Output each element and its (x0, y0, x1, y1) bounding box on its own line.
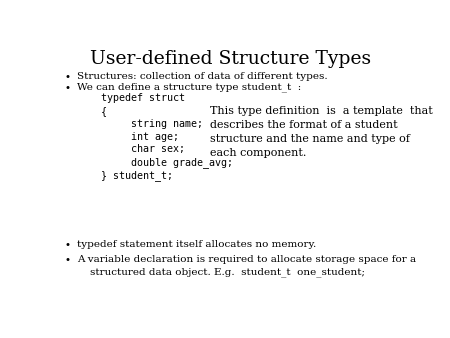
Text: describes the format of a student: describes the format of a student (210, 120, 397, 130)
Text: typedef statement itself allocates no memory.: typedef statement itself allocates no me… (77, 240, 316, 249)
Text: structure and the name and type of: structure and the name and type of (210, 134, 410, 144)
Text: each component.: each component. (210, 148, 306, 158)
Text: {: { (77, 106, 107, 116)
Text: typedef struct: typedef struct (77, 93, 185, 103)
Text: •: • (65, 255, 71, 265)
Text: •: • (65, 72, 71, 82)
Text: We can define a structure type student_t  :: We can define a structure type student_t… (77, 83, 302, 92)
Text: Structures: collection of data of different types.: Structures: collection of data of differ… (77, 72, 328, 81)
Text: char sex;: char sex; (77, 144, 185, 154)
Text: int age;: int age; (77, 132, 179, 142)
Text: string name;: string name; (77, 119, 203, 129)
Text: } student_t;: } student_t; (77, 170, 173, 181)
Text: This type definition  is  a template  that: This type definition is a template that (210, 106, 432, 116)
Text: double grade_avg;: double grade_avg; (77, 157, 233, 168)
Text: •: • (65, 240, 71, 250)
Text: •: • (65, 83, 71, 93)
Text: structured data object. E.g.  student_t  one_student;: structured data object. E.g. student_t o… (77, 267, 365, 277)
Text: A variable declaration is required to allocate storage space for a: A variable declaration is required to al… (77, 255, 416, 264)
Text: User-defined Structure Types: User-defined Structure Types (90, 50, 371, 68)
